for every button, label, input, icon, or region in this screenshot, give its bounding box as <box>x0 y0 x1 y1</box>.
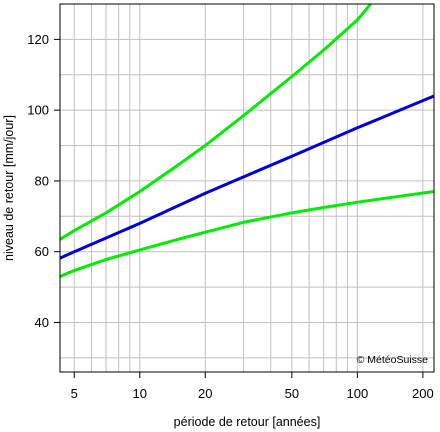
x-tick-label: 10 <box>133 386 147 401</box>
tick-labels: 5 10 20 50 100 200 40 60 80 100 120 <box>27 32 433 401</box>
x-tick-label: 100 <box>347 386 369 401</box>
x-tick-label: 200 <box>412 386 434 401</box>
x-tick-label: 5 <box>71 386 78 401</box>
y-tick-label: 100 <box>27 103 49 118</box>
series-line-upper <box>60 4 372 241</box>
y-tick-label: 40 <box>35 315 49 330</box>
x-axis-title: période de retour [années] <box>174 415 321 429</box>
copyright-annotation: © MétéoSuisse <box>357 354 429 366</box>
series-line-lower <box>60 190 434 278</box>
y-tick-label: 80 <box>35 173 49 188</box>
y-tick-label: 60 <box>35 244 49 259</box>
y-axis-title: niveau de retour [mm/jour] <box>2 115 16 261</box>
plot-frame <box>59 3 435 373</box>
x-tick-label: 20 <box>198 386 212 401</box>
x-tick-label: 50 <box>285 386 299 401</box>
y-tick-label: 120 <box>27 32 49 47</box>
tick-marks <box>54 38 424 378</box>
series-line-estimate <box>60 94 434 260</box>
grid <box>60 4 434 372</box>
series-group <box>60 4 434 278</box>
